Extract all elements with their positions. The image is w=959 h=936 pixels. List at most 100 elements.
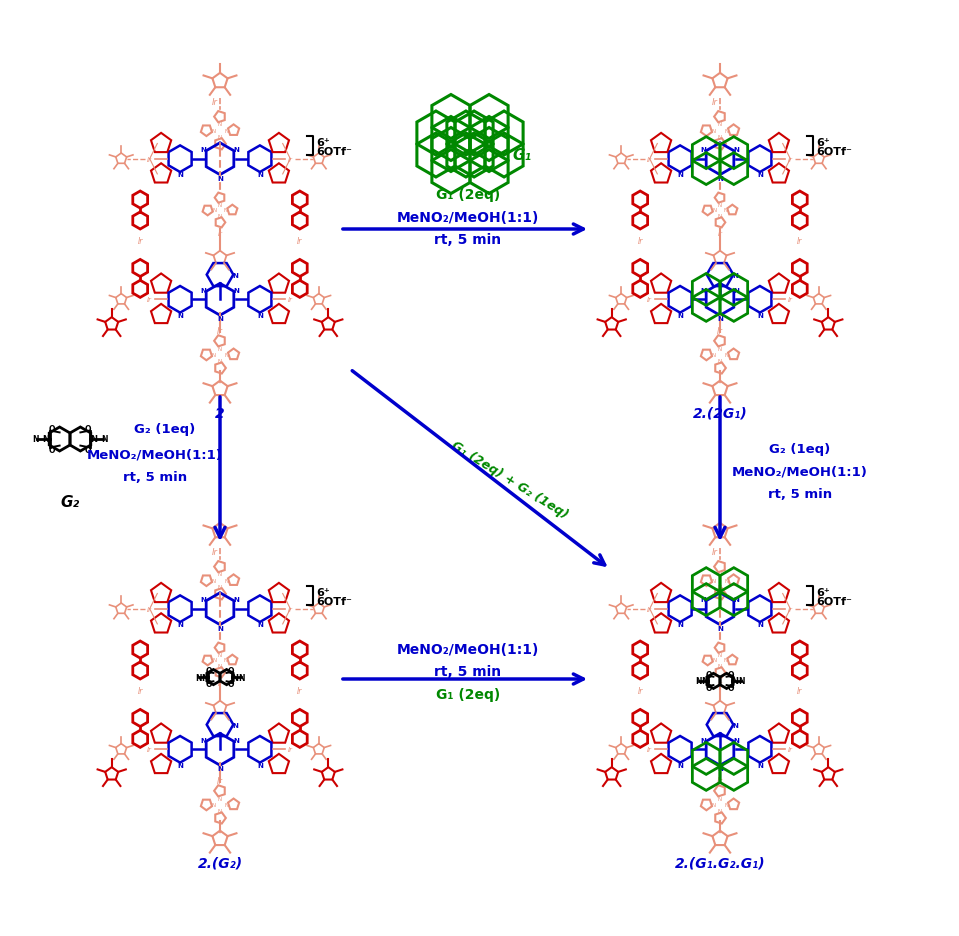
Text: Ir: Ir bbox=[137, 686, 143, 695]
Text: N: N bbox=[218, 202, 222, 208]
Text: N: N bbox=[734, 737, 739, 743]
Text: N: N bbox=[718, 584, 722, 590]
Text: N: N bbox=[239, 673, 246, 681]
Text: N: N bbox=[177, 622, 183, 627]
Text: N: N bbox=[218, 584, 222, 590]
Text: 2: 2 bbox=[215, 406, 224, 420]
Text: Ir: Ir bbox=[288, 156, 292, 163]
Text: N: N bbox=[234, 287, 240, 293]
Text: N: N bbox=[724, 802, 728, 807]
Text: Ir: Ir bbox=[712, 98, 717, 107]
Text: N: N bbox=[677, 762, 683, 768]
Text: N: N bbox=[677, 172, 683, 178]
Text: N: N bbox=[234, 147, 240, 153]
Text: N: N bbox=[718, 652, 722, 657]
Text: Ir: Ir bbox=[787, 156, 793, 163]
Text: Ir: Ir bbox=[288, 297, 292, 303]
Text: Ir: Ir bbox=[218, 680, 222, 686]
Text: N: N bbox=[724, 353, 728, 358]
Text: N: N bbox=[717, 176, 723, 182]
Text: rt, 5 min: rt, 5 min bbox=[434, 665, 502, 679]
Text: N: N bbox=[212, 658, 217, 663]
Text: Ir: Ir bbox=[717, 777, 723, 785]
Text: N: N bbox=[717, 625, 723, 631]
Text: G₁ (2eq): G₁ (2eq) bbox=[436, 188, 501, 202]
Text: N: N bbox=[718, 202, 722, 208]
Text: O: O bbox=[706, 670, 712, 679]
Text: N: N bbox=[218, 135, 222, 139]
Text: N: N bbox=[224, 128, 228, 134]
Text: N: N bbox=[724, 209, 728, 213]
Text: N: N bbox=[224, 802, 228, 807]
Text: O: O bbox=[228, 666, 235, 675]
Text: N: N bbox=[217, 766, 222, 771]
Text: N: N bbox=[212, 578, 216, 583]
Text: N: N bbox=[700, 596, 707, 603]
Text: N: N bbox=[713, 658, 716, 663]
Text: 2.(2G₁): 2.(2G₁) bbox=[692, 406, 747, 420]
Text: N: N bbox=[724, 578, 728, 583]
Text: N: N bbox=[212, 353, 216, 358]
Text: Ir: Ir bbox=[717, 327, 723, 336]
Text: N: N bbox=[218, 664, 222, 668]
Text: N: N bbox=[217, 625, 222, 631]
Text: N: N bbox=[223, 209, 228, 213]
Text: N: N bbox=[732, 677, 738, 686]
Text: N: N bbox=[212, 802, 216, 807]
Text: O: O bbox=[728, 683, 735, 693]
Text: Ir: Ir bbox=[211, 548, 218, 557]
Text: G₁: G₁ bbox=[512, 147, 531, 162]
Text: N: N bbox=[200, 287, 206, 293]
Text: N: N bbox=[218, 809, 222, 813]
Text: N: N bbox=[231, 673, 239, 681]
Text: O: O bbox=[49, 446, 56, 455]
Text: G₁ (2eq) + G₂ (1eq): G₁ (2eq) + G₂ (1eq) bbox=[450, 438, 571, 520]
Text: Ir: Ir bbox=[797, 237, 803, 245]
Text: Ir: Ir bbox=[712, 548, 717, 557]
Text: Ir: Ir bbox=[647, 606, 652, 612]
Text: 2.(G₁.G₂.G₁): 2.(G₁.G₂.G₁) bbox=[675, 856, 765, 870]
Text: N: N bbox=[757, 172, 762, 178]
Text: N: N bbox=[701, 677, 709, 686]
Text: Ir: Ir bbox=[787, 606, 793, 612]
Text: N: N bbox=[724, 658, 728, 663]
Text: N: N bbox=[677, 313, 683, 318]
Text: N: N bbox=[718, 214, 722, 219]
Text: O: O bbox=[205, 666, 212, 675]
Text: 6OTf⁻: 6OTf⁻ bbox=[316, 596, 352, 607]
Text: Ir: Ir bbox=[297, 237, 302, 245]
Text: Ir: Ir bbox=[147, 297, 152, 303]
Text: N: N bbox=[718, 572, 722, 577]
Text: 2.(G₂): 2.(G₂) bbox=[198, 856, 243, 870]
Text: N: N bbox=[718, 664, 722, 668]
Text: Ir: Ir bbox=[638, 686, 643, 695]
Text: N: N bbox=[734, 147, 739, 153]
Text: N: N bbox=[218, 652, 222, 657]
Text: N: N bbox=[177, 762, 183, 768]
Text: G₂ (1eq): G₂ (1eq) bbox=[134, 423, 196, 436]
Text: Ir: Ir bbox=[137, 237, 143, 245]
Text: N: N bbox=[712, 802, 715, 807]
Text: 6⁺: 6⁺ bbox=[816, 587, 830, 597]
Text: G₂ (1eq): G₂ (1eq) bbox=[769, 443, 830, 456]
Text: 6⁺: 6⁺ bbox=[316, 138, 330, 148]
Text: MeNO₂/MeOH(1:1): MeNO₂/MeOH(1:1) bbox=[397, 642, 539, 656]
Text: MeNO₂/MeOH(1:1): MeNO₂/MeOH(1:1) bbox=[87, 448, 222, 461]
Text: N: N bbox=[218, 572, 222, 577]
Text: N: N bbox=[217, 316, 222, 322]
Text: N: N bbox=[734, 596, 739, 603]
Text: N: N bbox=[757, 622, 762, 627]
Text: N: N bbox=[224, 578, 228, 583]
Text: N: N bbox=[718, 809, 722, 813]
Text: Ir: Ir bbox=[787, 297, 793, 303]
Text: N: N bbox=[177, 172, 183, 178]
Text: N: N bbox=[695, 677, 701, 686]
Text: N: N bbox=[195, 673, 201, 681]
Text: N: N bbox=[218, 214, 222, 219]
Text: N: N bbox=[717, 316, 723, 322]
Text: N: N bbox=[218, 796, 222, 801]
Text: Ir: Ir bbox=[297, 686, 302, 695]
Text: Ir: Ir bbox=[787, 747, 793, 753]
Text: Ir: Ir bbox=[638, 237, 643, 245]
Text: Ir: Ir bbox=[217, 777, 223, 785]
